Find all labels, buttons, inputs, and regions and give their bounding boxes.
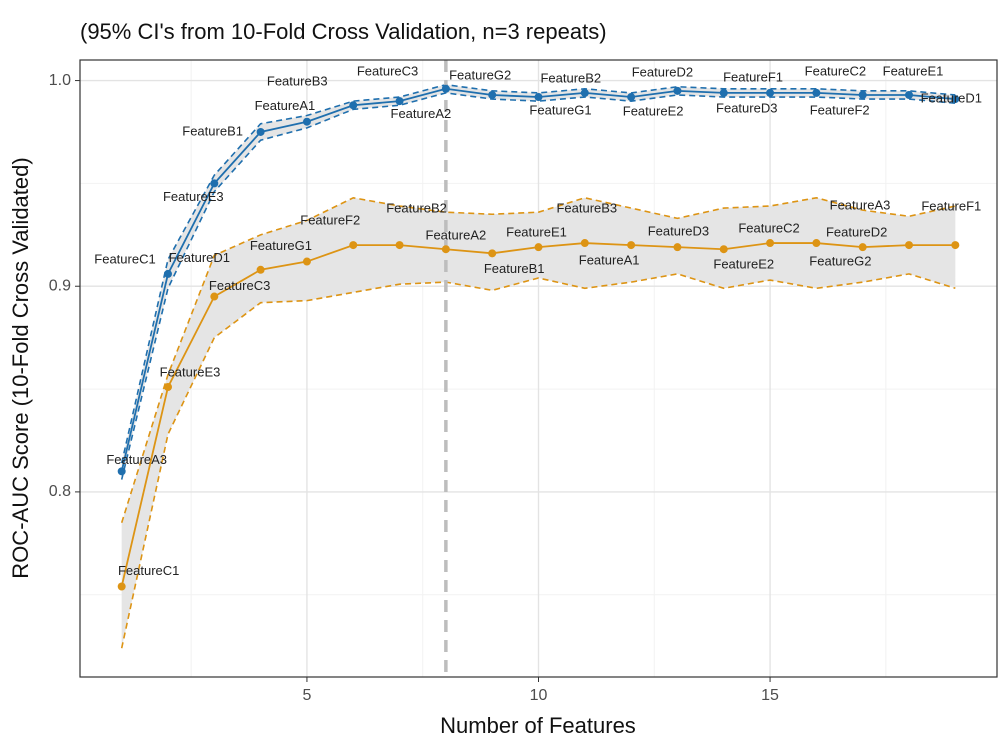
point-label: FeatureG2 <box>809 253 871 268</box>
point-label: FeatureB1 <box>484 261 545 276</box>
point <box>580 88 589 97</box>
y-axis-label: ROC-AUC Score (10-Fold Cross Validated) <box>8 157 33 578</box>
point-label: FeatureB3 <box>267 74 328 89</box>
point-label: FeatureC3 <box>209 278 270 293</box>
point <box>488 249 497 258</box>
point <box>673 86 682 95</box>
point <box>210 179 219 188</box>
ci-line <box>120 83 956 464</box>
point <box>719 245 728 254</box>
point <box>858 243 867 252</box>
x-axis-label: Number of Features <box>440 713 636 738</box>
point <box>766 88 775 97</box>
point-label: FeatureE1 <box>506 225 567 240</box>
point-label: FeatureC1 <box>94 251 155 266</box>
point-label: FeatureA3 <box>106 452 167 467</box>
point-label: FeatureA1 <box>255 98 316 113</box>
point <box>951 95 960 104</box>
point <box>534 243 543 252</box>
point <box>812 239 821 248</box>
ci-line <box>120 92 956 480</box>
point <box>210 292 219 301</box>
point-label: FeatureA3 <box>830 198 891 213</box>
point <box>719 88 728 97</box>
point <box>905 90 914 99</box>
point-label: FeatureB3 <box>556 200 617 215</box>
ci-band <box>121 197 956 649</box>
point-label: FeatureF1 <box>921 199 981 214</box>
point-label: FeatureC2 <box>738 220 799 235</box>
point-label: FeatureD1 <box>921 91 982 106</box>
point-label: FeatureF2 <box>300 213 360 228</box>
point <box>349 241 358 250</box>
point <box>302 117 311 126</box>
point <box>534 93 543 102</box>
point-label: FeatureF1 <box>723 69 783 84</box>
point <box>395 97 404 106</box>
point <box>163 269 172 278</box>
point-label: FeatureB1 <box>182 123 243 138</box>
point-label: FeatureA2 <box>426 228 487 243</box>
point <box>256 127 265 136</box>
x-tick-label: 10 <box>530 687 548 704</box>
point-label: FeatureD1 <box>169 250 230 265</box>
y-tick-label: 0.9 <box>49 277 71 294</box>
point-label: FeatureE3 <box>163 189 224 204</box>
point <box>302 257 311 266</box>
plot-border <box>79 59 998 678</box>
point <box>627 241 636 250</box>
point-label: FeatureE1 <box>883 63 944 78</box>
point <box>488 90 497 99</box>
point-label: FeatureA2 <box>391 106 452 121</box>
point-label: FeatureB2 <box>540 70 601 85</box>
point <box>951 241 960 250</box>
point-label: FeatureC2 <box>805 63 866 78</box>
point-label: FeatureE3 <box>160 364 221 379</box>
ci-line <box>120 196 956 523</box>
point <box>441 245 450 254</box>
point-label: FeatureG1 <box>529 102 591 117</box>
point-label: FeatureD2 <box>826 225 887 240</box>
point-label: FeatureG1 <box>250 238 312 253</box>
point <box>812 88 821 97</box>
x-tick-label: 15 <box>761 687 779 704</box>
point <box>580 239 589 248</box>
x-tick-label: 5 <box>302 687 311 704</box>
ci-line <box>120 273 956 649</box>
point-label: FeatureF2 <box>810 102 870 117</box>
point-label: FeatureE2 <box>713 257 774 272</box>
y-tick-label: 0.8 <box>49 483 71 500</box>
chart-subtitle: (95% CI's from 10-Fold Cross Validation,… <box>80 19 607 44</box>
point-label: FeatureD3 <box>648 224 709 239</box>
point <box>627 93 636 102</box>
point-label: FeatureD3 <box>716 100 777 115</box>
point <box>395 241 404 250</box>
point <box>766 239 775 248</box>
point <box>858 90 867 99</box>
point <box>117 467 126 476</box>
point <box>905 241 914 250</box>
point-label: FeatureC1 <box>118 563 179 578</box>
point-label: FeatureG2 <box>449 67 511 82</box>
point-label: FeatureE2 <box>623 103 684 118</box>
point-label: FeatureD2 <box>632 64 693 79</box>
point-label: FeatureA1 <box>579 253 640 268</box>
point <box>441 84 450 93</box>
point-label: FeatureB2 <box>386 201 447 216</box>
point <box>163 383 172 392</box>
y-tick-label: 1.0 <box>49 72 71 89</box>
point <box>256 265 265 274</box>
point <box>673 243 682 252</box>
point <box>349 101 358 110</box>
point <box>117 582 126 591</box>
point-label: FeatureC3 <box>357 64 418 79</box>
